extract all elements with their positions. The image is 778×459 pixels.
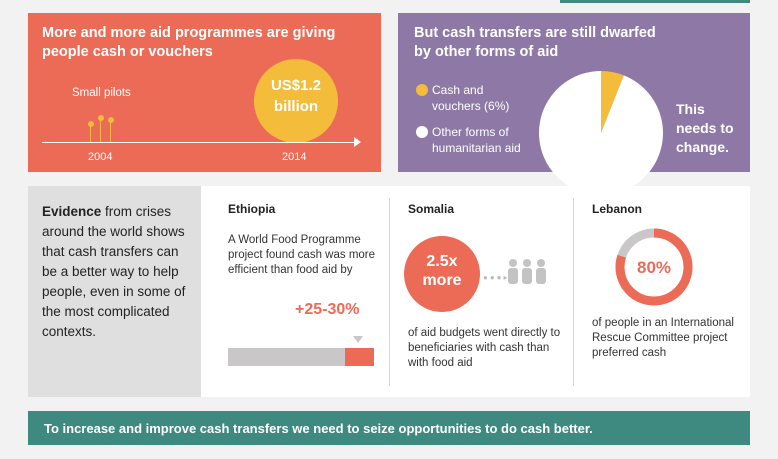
somalia-stat: 2.5x more bbox=[422, 253, 462, 289]
amount-stem bbox=[295, 126, 296, 142]
year-start-label: 2004 bbox=[88, 151, 113, 163]
ethiopia-text: A World Food Programme project found cas… bbox=[228, 234, 376, 276]
pilot-stem bbox=[90, 126, 91, 142]
pilot-stem bbox=[100, 120, 101, 142]
aid-share-pie bbox=[539, 71, 663, 195]
lebanon-title: Lebanon bbox=[592, 202, 642, 216]
legend-cash-label: Cash and vouchers (6%) bbox=[432, 83, 510, 113]
lebanon-donut: 80% bbox=[615, 228, 693, 306]
lebanon-donut-arc bbox=[615, 228, 693, 306]
people-icon bbox=[508, 259, 546, 284]
divider bbox=[573, 198, 574, 386]
bar-marker-icon bbox=[353, 336, 363, 343]
pie-slice-other bbox=[539, 71, 663, 195]
cash-growth-title: More and more aid programmes are giving … bbox=[42, 25, 336, 60]
ethiopia-stat: +25-30% bbox=[295, 301, 360, 318]
year-end-label: 2014 bbox=[282, 151, 307, 163]
arrow-dots-icon: ●●●▸ bbox=[483, 273, 510, 282]
small-pilots-label: Small pilots bbox=[72, 87, 131, 99]
pilot-stem bbox=[110, 122, 111, 142]
aid-share-title: But cash transfers are still dwarfed by … bbox=[414, 25, 656, 60]
somalia-title: Somalia bbox=[408, 202, 455, 216]
change-callout: This needs to change. bbox=[676, 101, 734, 155]
legend-other-label: Other forms of humanitarian aid bbox=[432, 125, 521, 155]
top-accent-bar bbox=[560, 0, 750, 3]
amount-value: US$1.2 billion bbox=[270, 77, 322, 115]
timeline-axis bbox=[42, 142, 360, 143]
cash-growth-panel: More and more aid programmes are giving … bbox=[28, 13, 381, 172]
case-studies-panel: Ethiopia A World Food Programme project … bbox=[201, 186, 750, 397]
evidence-panel: Evidence from crises around the world sh… bbox=[28, 186, 201, 397]
somalia-text: of aid budgets went directly to benefici… bbox=[408, 327, 561, 369]
pilot-dot bbox=[108, 117, 114, 123]
lebanon-stat: 80% bbox=[637, 258, 671, 277]
efficiency-bar-gain bbox=[345, 348, 374, 366]
pilot-dot bbox=[88, 121, 94, 127]
divider bbox=[389, 198, 390, 386]
pie-slice-cash bbox=[601, 71, 624, 133]
aid-share-panel: But cash transfers are still dwarfed by … bbox=[398, 13, 750, 195]
evidence-text: Evidence from crises around the world sh… bbox=[42, 204, 186, 339]
ethiopia-title: Ethiopia bbox=[228, 202, 276, 216]
lebanon-text: of people in an International Rescue Com… bbox=[592, 317, 734, 359]
somalia-stat-bubble bbox=[404, 236, 480, 312]
pilot-dot bbox=[98, 115, 104, 121]
banner-text: To increase and improve cash transfers w… bbox=[44, 421, 593, 436]
amount-bubble bbox=[254, 59, 338, 143]
efficiency-bar-base bbox=[228, 348, 345, 366]
timeline-arrow-icon bbox=[354, 137, 361, 147]
legend-cash-swatch bbox=[416, 84, 428, 96]
call-to-action-banner: To increase and improve cash transfers w… bbox=[28, 411, 750, 445]
legend-other-swatch bbox=[416, 126, 428, 138]
